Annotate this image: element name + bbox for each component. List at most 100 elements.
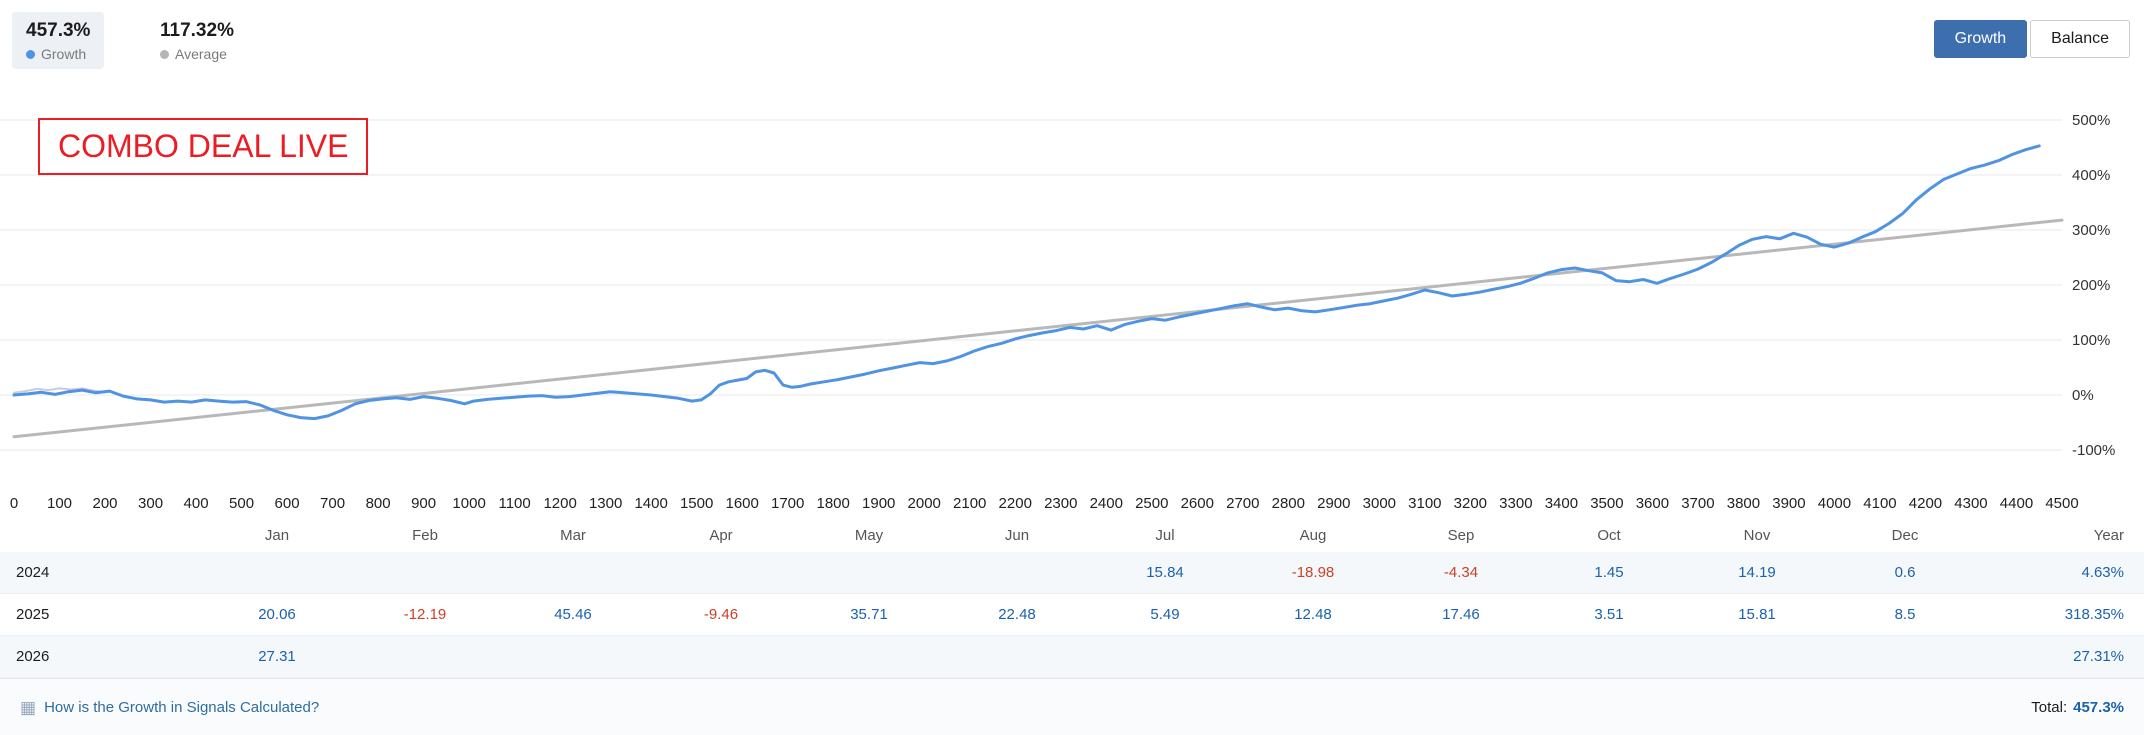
average-dot-icon: [160, 49, 169, 59]
row-year-label: 2026: [16, 648, 50, 665]
month-value: 5.49: [1150, 606, 1180, 623]
total-value: 457.3%: [2073, 698, 2124, 716]
table-row: 2026 27.31 27.31%: [0, 636, 2144, 678]
year-total-value: 27.31%: [2073, 648, 2124, 665]
svg-text:3000: 3000: [1363, 495, 1396, 512]
svg-text:300: 300: [138, 495, 163, 512]
month-value: 1.45: [1594, 564, 1624, 581]
month-header: Sep: [1447, 526, 1475, 544]
month-value: -18.98: [1291, 564, 1335, 581]
svg-text:3100: 3100: [1408, 495, 1441, 512]
average-stat-label-text: Average: [175, 46, 227, 62]
svg-text:1300: 1300: [589, 495, 622, 512]
month-value: 15.84: [1146, 564, 1184, 581]
month-header: May: [854, 526, 884, 544]
svg-text:3600: 3600: [1636, 495, 1669, 512]
month-value: 12.48: [1294, 606, 1332, 623]
month-header: Mar: [560, 526, 586, 544]
month-value: 3.51: [1594, 606, 1624, 623]
average-line: [13, 387, 106, 394]
gridlines: [0, 119, 2062, 451]
svg-text:1200: 1200: [543, 495, 576, 512]
growth-chart: 500% 400% 300% 200% 100% 0% -100% 0 100 200 300 400…: [0, 112, 2115, 512]
svg-text:4200: 4200: [1909, 495, 1942, 512]
svg-text:2900: 2900: [1317, 495, 1350, 512]
growth-dot-icon: [26, 49, 35, 59]
month-value: 17.46: [1442, 606, 1480, 623]
month-value: -12.19: [403, 606, 447, 623]
month-value: -4.34: [1443, 564, 1479, 581]
month-header: Apr: [709, 526, 733, 544]
svg-text:100%: 100%: [2072, 332, 2110, 349]
svg-text:4300: 4300: [1954, 495, 1987, 512]
growth-stat-value: 457.3%: [26, 20, 91, 41]
y-axis-labels: 500% 400% 300% 200% 100% 0% -100%: [2072, 112, 2115, 459]
footer-left: ▦ How is the Growth in Signals Calculate…: [20, 699, 319, 716]
svg-text:2700: 2700: [1226, 495, 1259, 512]
growth-legend-chip[interactable]: 457.3% Growth: [12, 12, 105, 69]
combo-deal-badge: COMBO DEAL LIVE: [38, 118, 369, 175]
balance-tab-button[interactable]: Balance: [2030, 20, 2130, 58]
total-label: Total:: [2031, 698, 2068, 716]
chart-mode-toggle: Growth Balance: [1933, 20, 2130, 58]
svg-text:2500: 2500: [1135, 495, 1168, 512]
svg-text:-100%: -100%: [2072, 442, 2115, 459]
svg-text:3200: 3200: [1454, 495, 1487, 512]
month-header: Jan: [264, 526, 290, 544]
svg-text:3500: 3500: [1590, 495, 1623, 512]
svg-text:100: 100: [47, 495, 72, 512]
average-stat-value: 117.32%: [160, 20, 234, 41]
svg-text:4500: 4500: [2045, 495, 2078, 512]
growth-line: [12, 144, 2041, 421]
svg-text:0: 0: [10, 495, 18, 512]
svg-text:1100: 1100: [498, 495, 530, 512]
svg-text:2400: 2400: [1090, 495, 1123, 512]
svg-text:200%: 200%: [2072, 277, 2110, 294]
svg-text:4000: 4000: [1818, 495, 1851, 512]
growth-stat-label-text: Growth: [41, 46, 87, 62]
average-stat-label: Average: [160, 46, 234, 62]
svg-text:2200: 2200: [999, 495, 1032, 512]
svg-text:400: 400: [184, 495, 209, 512]
table-row: 2025 20.06 -12.19 45.46 -9.46 35.71 22.48 5.49 1…: [0, 594, 2144, 636]
svg-text:1400: 1400: [634, 495, 667, 512]
svg-text:2300: 2300: [1044, 495, 1077, 512]
article-icon: ▦: [20, 697, 37, 717]
growth-tab-button[interactable]: Growth: [1933, 20, 2028, 58]
year-total-value: 4.63%: [2081, 564, 2124, 581]
year-header: Year: [2093, 526, 2124, 544]
month-value: 14.19: [1738, 564, 1776, 581]
svg-text:1600: 1600: [725, 495, 758, 512]
month-header: Oct: [1597, 526, 1621, 544]
svg-text:700: 700: [320, 495, 345, 512]
growth-calculation-link[interactable]: How is the Growth in Signals Calculated?: [44, 698, 320, 716]
svg-text:3400: 3400: [1545, 495, 1578, 512]
month-axis: Jan Feb Mar Apr May Jun Jul Aug Sep Oct Nov Dec Year: [0, 520, 2144, 550]
svg-text:200: 200: [93, 495, 118, 512]
table-row: 2024 15.84 -18.98 -4.34 1.45 14.19 0.6 4.63%: [0, 552, 2144, 594]
x-axis-labels: 0 100 200 300 400 500 600 700 800 900 1000 1100 1200…: [10, 495, 2079, 512]
average-legend-chip[interactable]: 117.32% Average: [146, 12, 248, 69]
svg-text:300%: 300%: [2072, 222, 2110, 239]
month-value: 45.46: [554, 606, 592, 623]
svg-text:4400: 4400: [2000, 495, 2033, 512]
svg-text:4100: 4100: [1863, 495, 1896, 512]
yearly-table: 2024 15.84 -18.98 -4.34 1.45 14.19 0.6 4.63% 202…: [0, 552, 2144, 678]
svg-text:0%: 0%: [2072, 387, 2094, 404]
svg-text:1700: 1700: [771, 495, 804, 512]
month-value: 0.6: [1894, 564, 1916, 581]
footer-total: Total: 457.3%: [2031, 699, 2124, 716]
row-year-label: 2025: [16, 606, 50, 623]
month-header: Dec: [1891, 526, 1919, 544]
month-header: Feb: [412, 526, 438, 544]
month-value: -9.46: [703, 606, 739, 623]
svg-text:600: 600: [275, 495, 300, 512]
svg-text:1000: 1000: [452, 495, 485, 512]
month-value: 27.31: [258, 648, 296, 665]
svg-text:1500: 1500: [680, 495, 713, 512]
month-value: 20.06: [258, 606, 296, 623]
month-header: Nov: [1743, 526, 1771, 544]
month-value: 22.48: [998, 606, 1036, 623]
svg-text:3700: 3700: [1681, 495, 1714, 512]
svg-text:1800: 1800: [817, 495, 850, 512]
